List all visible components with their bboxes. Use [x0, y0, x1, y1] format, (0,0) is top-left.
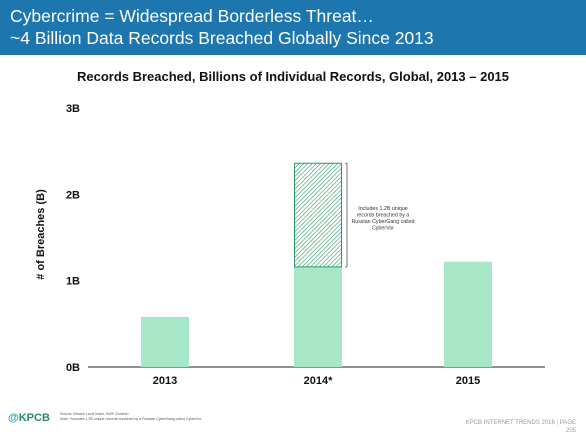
page-label: PAGE — [559, 420, 576, 426]
bar — [141, 316, 189, 367]
chart-title: Records Breached, Billions of Individual… — [76, 69, 510, 84]
slide-title-line-1: Cybercrime = Widespread Borderless Threa… — [10, 6, 374, 26]
annotation-bracket — [345, 162, 348, 268]
y-tick-label: 2B — [66, 189, 80, 201]
bar — [444, 261, 492, 367]
y-tick-label: 0B — [66, 362, 80, 374]
x-tick-label: 2015 — [456, 375, 480, 387]
slide-header: Cybercrime = Widespread Borderless Threa… — [0, 0, 586, 55]
footer-separator: | — [556, 420, 559, 426]
slide-title-line-2: ~4 Billion Data Records Breached Globall… — [10, 28, 434, 48]
logo-prefix: @ — [8, 412, 19, 424]
page-number: 205 — [565, 428, 576, 434]
bar-segment-solid — [294, 266, 342, 367]
y-axis-label: # of Breaches (B) — [35, 189, 47, 280]
y-tick-label: 3B — [66, 103, 80, 115]
kpcb-logo: @KPCB — [8, 412, 50, 424]
brand-text: KPCB INTERNET TRENDS 2016 — [465, 420, 555, 426]
bar-segment-hatched — [294, 162, 342, 268]
note-line: Note: *Includes 1.2B unique records brea… — [60, 417, 202, 421]
x-tick-label: 2013 — [153, 375, 177, 387]
logo-text: KPCB — [18, 412, 50, 424]
source-note: Source: Breach Level Index, KMS Gontech … — [60, 412, 202, 422]
footer-brand: KPCB INTERNET TRENDS 2016 | PAGE 205 — [466, 419, 576, 435]
x-tick-label: 2014* — [304, 375, 333, 387]
y-tick-label: 1B — [66, 276, 80, 288]
source-line: Source: Breach Level Index, KMS Gontech — [60, 412, 129, 416]
annotation-text: Includes 1.2B unique records breached by … — [351, 206, 414, 232]
